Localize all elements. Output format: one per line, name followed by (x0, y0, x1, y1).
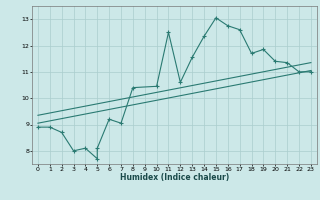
X-axis label: Humidex (Indice chaleur): Humidex (Indice chaleur) (120, 173, 229, 182)
